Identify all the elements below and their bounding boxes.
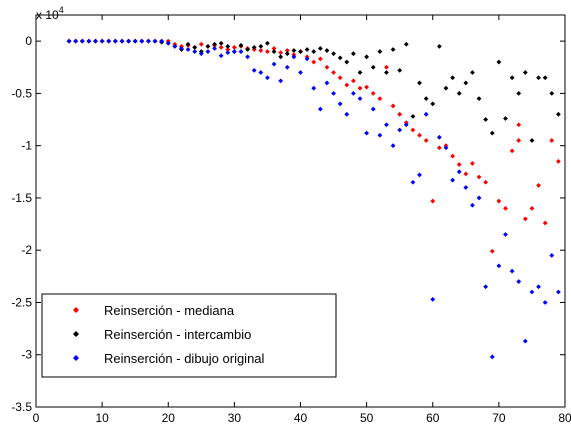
x-tick-label-4: 40 <box>294 411 308 425</box>
y-tick-label-5: -2.5 <box>11 295 32 309</box>
x-tick-label-0: 0 <box>33 411 40 425</box>
y-tick-label-7: -3.5 <box>11 400 32 414</box>
x-tick-label-6: 60 <box>426 411 440 425</box>
y-tick-label-0: 0 <box>25 34 32 48</box>
legend: Reinserción - mediana Reinserción - inte… <box>42 294 336 377</box>
y-tick-label-3: -1.5 <box>11 191 32 205</box>
legend-label-dibujo-original: Reinserción - dibujo original <box>104 351 265 366</box>
x-tick-label-5: 50 <box>360 411 374 425</box>
x-tick-label-1: 10 <box>95 411 109 425</box>
y-exponent-power: 4 <box>59 5 64 15</box>
y-tick-label-4: -2 <box>21 243 32 257</box>
x-tick-label-8: 80 <box>558 411 571 425</box>
y-exponent-base: x 10 <box>36 8 59 22</box>
y-tick-label-2: -1 <box>21 139 32 153</box>
legend-label-intercambio: Reinserción - intercambio <box>104 327 251 342</box>
legend-label-mediana: Reinserción - mediana <box>104 303 235 318</box>
x-tick-label-3: 30 <box>228 411 242 425</box>
y-tick-label-6: -3 <box>21 348 32 362</box>
x-tick-label-7: 70 <box>492 411 506 425</box>
x-tick-label-2: 20 <box>162 411 176 425</box>
y-tick-label-1: -0.5 <box>11 86 32 100</box>
